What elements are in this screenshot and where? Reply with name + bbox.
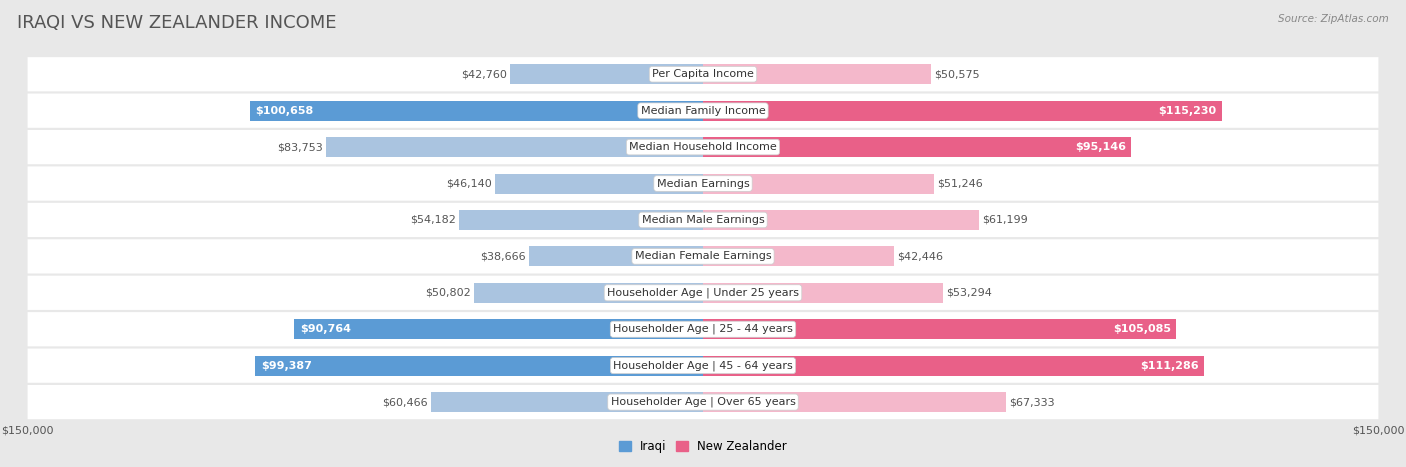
Legend: Iraqi, New Zealander: Iraqi, New Zealander	[614, 436, 792, 458]
Text: $95,146: $95,146	[1076, 142, 1126, 152]
Text: $42,760: $42,760	[461, 69, 508, 79]
FancyBboxPatch shape	[28, 166, 1378, 201]
Text: $46,140: $46,140	[446, 178, 492, 189]
Text: Source: ZipAtlas.com: Source: ZipAtlas.com	[1278, 14, 1389, 24]
Text: Median Earnings: Median Earnings	[657, 178, 749, 189]
Text: $42,446: $42,446	[897, 251, 943, 262]
Text: $53,294: $53,294	[946, 288, 993, 298]
Bar	[703, 356, 1204, 375]
FancyBboxPatch shape	[28, 93, 1378, 128]
Text: $61,199: $61,199	[981, 215, 1028, 225]
Text: $50,802: $50,802	[425, 288, 471, 298]
Bar	[510, 64, 703, 84]
Text: Householder Age | Under 25 years: Householder Age | Under 25 years	[607, 288, 799, 298]
Text: IRAQI VS NEW ZEALANDER INCOME: IRAQI VS NEW ZEALANDER INCOME	[17, 14, 336, 32]
Text: $60,466: $60,466	[381, 397, 427, 407]
Text: $90,764: $90,764	[299, 324, 350, 334]
Text: Median Family Income: Median Family Income	[641, 106, 765, 116]
FancyBboxPatch shape	[28, 57, 1378, 92]
Text: Median Female Earnings: Median Female Earnings	[634, 251, 772, 262]
Bar	[326, 137, 703, 157]
Bar	[256, 356, 703, 375]
Bar	[474, 283, 703, 303]
Text: $67,333: $67,333	[1010, 397, 1054, 407]
Text: $51,246: $51,246	[938, 178, 983, 189]
Text: $38,666: $38,666	[479, 251, 526, 262]
FancyBboxPatch shape	[28, 276, 1378, 310]
FancyBboxPatch shape	[28, 203, 1378, 237]
Bar	[495, 174, 703, 193]
Bar	[703, 392, 1007, 412]
Text: Per Capita Income: Per Capita Income	[652, 69, 754, 79]
Text: $105,085: $105,085	[1112, 324, 1171, 334]
FancyBboxPatch shape	[28, 385, 1378, 419]
Bar	[703, 137, 1132, 157]
Text: Householder Age | 25 - 44 years: Householder Age | 25 - 44 years	[613, 324, 793, 334]
Bar	[703, 319, 1177, 339]
Bar	[250, 101, 703, 120]
FancyBboxPatch shape	[28, 239, 1378, 274]
Text: $83,753: $83,753	[277, 142, 322, 152]
Text: $50,575: $50,575	[934, 69, 980, 79]
FancyBboxPatch shape	[28, 130, 1378, 164]
Bar	[430, 392, 703, 412]
Bar	[458, 210, 703, 230]
Text: $111,286: $111,286	[1140, 361, 1199, 371]
FancyBboxPatch shape	[28, 312, 1378, 347]
Text: $100,658: $100,658	[254, 106, 314, 116]
Bar	[703, 283, 943, 303]
Bar	[703, 64, 931, 84]
Text: $54,182: $54,182	[409, 215, 456, 225]
Bar	[529, 247, 703, 266]
Text: $115,230: $115,230	[1159, 106, 1216, 116]
Text: Median Male Earnings: Median Male Earnings	[641, 215, 765, 225]
Bar	[703, 247, 894, 266]
Bar	[703, 174, 934, 193]
Bar	[294, 319, 703, 339]
Bar	[703, 101, 1222, 120]
Text: $99,387: $99,387	[262, 361, 312, 371]
Text: Householder Age | 45 - 64 years: Householder Age | 45 - 64 years	[613, 361, 793, 371]
Text: Median Household Income: Median Household Income	[628, 142, 778, 152]
FancyBboxPatch shape	[28, 348, 1378, 383]
Text: Householder Age | Over 65 years: Householder Age | Over 65 years	[610, 397, 796, 407]
Bar	[703, 210, 979, 230]
